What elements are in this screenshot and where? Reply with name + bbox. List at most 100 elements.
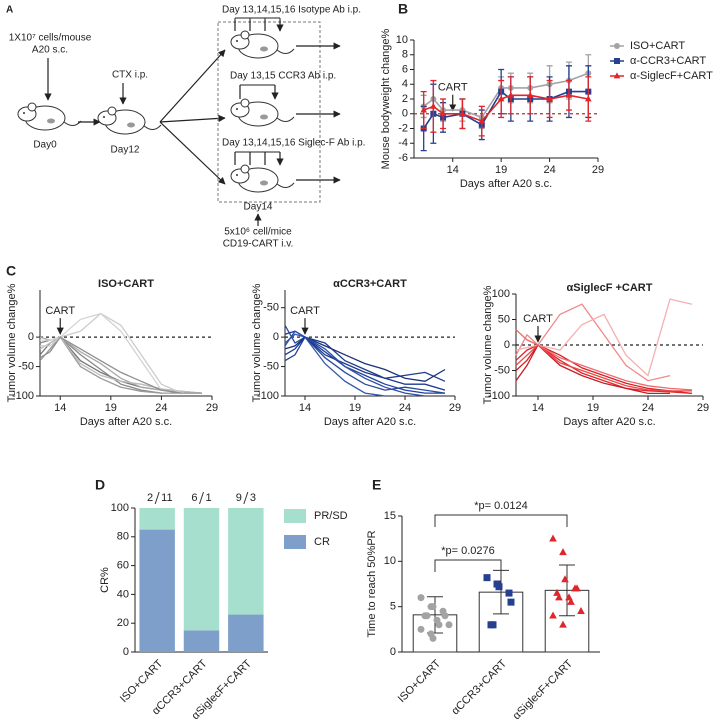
marker	[565, 91, 573, 98]
count-separator	[199, 491, 204, 505]
count-label: 1	[206, 492, 212, 504]
bar-segment	[183, 508, 220, 631]
marker	[614, 43, 620, 49]
count-separator	[243, 491, 249, 505]
marker	[555, 593, 563, 601]
marker	[483, 574, 491, 582]
x-tick-label: 14	[532, 402, 544, 414]
y-tick-label: -50	[494, 364, 510, 376]
chart-title: αSiglecF +CART	[567, 282, 653, 294]
x-tick-label: αCCR3+CART	[449, 657, 509, 717]
marker	[439, 110, 447, 117]
mouse-icon	[230, 30, 295, 59]
chart-title: αCCR3+CART	[333, 278, 407, 290]
y-tick-label: 80	[117, 531, 129, 543]
y-tick-label: 15	[384, 510, 396, 522]
legend-swatch	[284, 509, 306, 523]
count-label: 3	[250, 492, 256, 504]
marker	[507, 598, 515, 606]
marker	[489, 621, 497, 629]
x-tick-label: ISO+CART	[396, 657, 444, 705]
marker	[561, 575, 569, 583]
significance-bracket	[434, 559, 502, 572]
marker	[613, 72, 621, 79]
ctx-text: CTX i.p.	[112, 70, 148, 81]
x-tick-label: 29	[592, 164, 604, 176]
x-tick-label: 19	[349, 402, 361, 414]
series-line	[39, 336, 182, 394]
significance-bracket	[434, 514, 568, 527]
panel-label: E	[372, 477, 381, 493]
marker	[417, 594, 425, 602]
marker	[526, 91, 534, 98]
x-axis-label: Days after A20 s.c.	[80, 416, 172, 428]
marker	[429, 634, 437, 642]
series-line	[39, 336, 202, 394]
y-tick-label: -50	[263, 302, 279, 314]
day-label: Day12	[111, 145, 140, 156]
panel-label: D	[95, 477, 105, 493]
series-line	[284, 336, 446, 391]
dosing-arrows	[234, 152, 280, 165]
marker	[559, 548, 567, 556]
count-label: 2	[147, 492, 153, 504]
series-line	[515, 303, 671, 382]
y-tick-label: 0	[273, 331, 279, 343]
x-tick-label: 14	[54, 402, 66, 414]
panel-label: C	[6, 263, 16, 279]
x-axis-label: Days after A20 s.c.	[324, 416, 416, 428]
x-tick-label: 19	[587, 402, 599, 414]
marker	[573, 584, 581, 592]
y-tick-label: 8	[402, 49, 408, 61]
bar-segment	[139, 508, 175, 530]
x-axis-label: Days after A20 s.c.	[460, 178, 552, 190]
x-tick-label: 19	[105, 402, 117, 414]
count-label: 6	[191, 492, 197, 504]
legend-label: α-CCR3+CART	[630, 55, 706, 67]
marker	[478, 117, 486, 124]
bar-segment	[228, 614, 264, 652]
x-tick-label: ISO+CART	[118, 657, 166, 705]
series-line	[284, 324, 446, 394]
y-axis-label: Tumor volume change%	[251, 283, 263, 402]
legend-label: CR	[314, 536, 330, 548]
y-tick-label: 0	[390, 646, 396, 658]
annotation: CART	[290, 305, 320, 317]
legend-label: PR/SD	[314, 510, 348, 522]
y-tick-label: 50	[498, 313, 510, 325]
series-line	[284, 333, 386, 397]
y-tick-label: 0	[504, 339, 510, 351]
y-tick-label: -6	[398, 152, 408, 164]
x-tick-label: 24	[642, 402, 654, 414]
annotation: CART	[438, 82, 468, 94]
y-tick-label: 100	[492, 288, 510, 300]
marker	[420, 106, 427, 113]
p-value: *p= 0.0276	[441, 545, 495, 557]
bar-segment	[228, 508, 264, 615]
series-line	[40, 312, 162, 391]
count-label: 9	[236, 492, 242, 504]
treatment-text: Day 13,15 CCR3 Ab i.p.	[230, 71, 336, 82]
marker	[441, 612, 449, 620]
marker	[567, 597, 575, 605]
series-line	[515, 344, 692, 392]
x-tick-label: 24	[399, 402, 411, 414]
y-tick-label: 2	[402, 93, 408, 105]
x-tick-label: 14	[299, 402, 311, 414]
marker	[423, 612, 431, 620]
y-tick-label: 60	[117, 560, 129, 572]
count-label: 11	[161, 492, 172, 504]
x-tick-label: 19	[495, 164, 507, 176]
marker	[429, 603, 437, 611]
y-tick-label: 0	[402, 108, 408, 120]
day-label: Day0	[33, 140, 57, 151]
legend-swatch	[284, 535, 306, 549]
y-tick-label: 40	[117, 588, 129, 600]
legend-label: α-SiglecF+CART	[630, 70, 713, 82]
treatment-text: Day 13,14,15,16 Isotype Ab i.p.	[222, 5, 361, 16]
x-axis-label: Days after A20 s.c.	[563, 416, 655, 428]
bar-segment	[139, 529, 175, 652]
y-tick-label: -50	[18, 360, 34, 372]
marker	[559, 620, 567, 628]
